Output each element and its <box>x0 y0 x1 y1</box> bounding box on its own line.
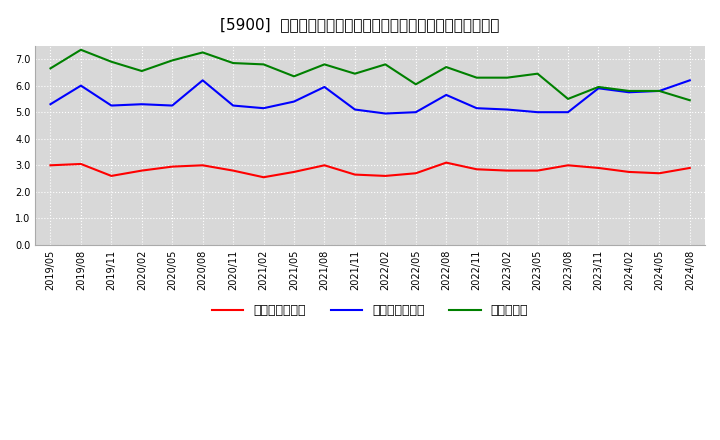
在庫回転率 <box>685 98 694 103</box>
売上債権回転率 <box>76 161 85 167</box>
買入債務回転率 <box>655 88 664 94</box>
買入債務回転率 <box>168 103 176 108</box>
売上債権回転率 <box>168 164 176 169</box>
買入債務回転率 <box>503 107 511 112</box>
買入債務回転率 <box>229 103 238 108</box>
買入債務回転率 <box>534 110 542 115</box>
買入債務回転率 <box>411 110 420 115</box>
買入債務回転率 <box>259 106 268 111</box>
買入債務回転率 <box>198 78 207 83</box>
在庫回転率 <box>259 62 268 67</box>
在庫回転率 <box>76 47 85 52</box>
在庫回転率 <box>442 64 451 70</box>
買入債務回転率 <box>472 106 481 111</box>
買入債務回転率 <box>289 99 298 104</box>
売上債権回転率 <box>685 165 694 171</box>
買入債務回転率 <box>138 102 146 107</box>
在庫回転率 <box>289 73 298 79</box>
在庫回転率 <box>534 71 542 76</box>
売上債権回転率 <box>564 163 572 168</box>
在庫回転率 <box>168 58 176 63</box>
在庫回転率 <box>229 60 238 66</box>
在庫回転率 <box>624 88 633 94</box>
在庫回転率 <box>46 66 55 71</box>
在庫回転率 <box>107 59 116 64</box>
買入債務回転率 <box>320 84 329 90</box>
在庫回転率 <box>655 88 664 94</box>
在庫回転率 <box>411 82 420 87</box>
Text: [5900]  売上債権回転率、買入債務回転率、在庫回転率の推移: [5900] 売上債権回転率、買入債務回転率、在庫回転率の推移 <box>220 18 500 33</box>
在庫回転率 <box>198 50 207 55</box>
在庫回転率 <box>594 84 603 90</box>
売上債権回転率 <box>289 169 298 175</box>
買入債務回転率 <box>442 92 451 98</box>
売上債権回転率 <box>351 172 359 177</box>
売上債権回転率 <box>46 163 55 168</box>
売上債権回転率 <box>320 163 329 168</box>
買入債務回転率 <box>685 78 694 83</box>
在庫回転率 <box>564 96 572 102</box>
買入債務回転率 <box>381 111 390 116</box>
在庫回転率 <box>351 71 359 76</box>
売上債権回転率 <box>503 168 511 173</box>
売上債権回転率 <box>229 168 238 173</box>
売上債権回転率 <box>624 169 633 175</box>
売上債権回転率 <box>198 163 207 168</box>
在庫回転率 <box>503 75 511 81</box>
在庫回転率 <box>138 68 146 73</box>
売上債権回転率 <box>138 168 146 173</box>
売上債権回転率 <box>655 171 664 176</box>
売上債権回転率 <box>442 160 451 165</box>
買入債務回転率 <box>594 86 603 91</box>
売上債権回転率 <box>381 173 390 179</box>
売上債権回転率 <box>594 165 603 171</box>
在庫回転率 <box>320 62 329 67</box>
在庫回転率 <box>472 75 481 81</box>
売上債権回転率 <box>411 171 420 176</box>
在庫回転率 <box>381 62 390 67</box>
買入債務回転率 <box>107 103 116 108</box>
買入債務回転率 <box>351 107 359 112</box>
Line: 売上債権回転率: 売上債権回転率 <box>50 163 690 177</box>
買入債務回転率 <box>624 90 633 95</box>
買入債務回転率 <box>46 102 55 107</box>
Line: 買入債務回転率: 買入債務回転率 <box>50 81 690 114</box>
Line: 在庫回転率: 在庫回転率 <box>50 50 690 100</box>
売上債権回転率 <box>534 168 542 173</box>
Legend: 売上債権回転率, 買入債務回転率, 在庫回転率: 売上債権回転率, 買入債務回転率, 在庫回転率 <box>207 299 534 323</box>
買入債務回転率 <box>564 110 572 115</box>
売上債権回転率 <box>472 167 481 172</box>
売上債権回転率 <box>259 175 268 180</box>
買入債務回転率 <box>76 83 85 88</box>
売上債権回転率 <box>107 173 116 179</box>
